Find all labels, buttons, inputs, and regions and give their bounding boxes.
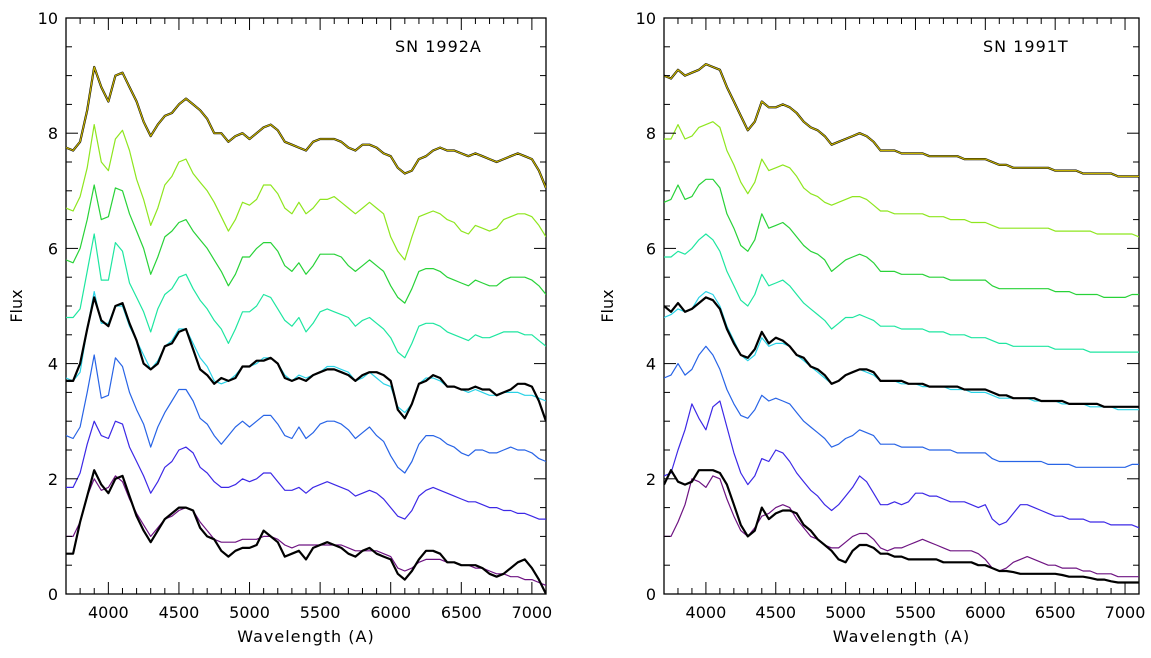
panel-sn1991t: 4000 4500 5000 5500 6000 6500 7000 0 2 4 6 8 10 SN 1… bbox=[598, 9, 1145, 646]
spectrum-line bbox=[66, 354, 546, 474]
tick-layer: 4000 4500 5000 5500 6000 6500 7000 0 2 4 6 8 10 bbox=[38, 9, 553, 622]
x-tick-label: 4500 bbox=[755, 603, 796, 622]
spectrum-line bbox=[664, 345, 1139, 468]
y-tick-label: 8 bbox=[646, 124, 656, 143]
x-tick-label: 7000 bbox=[512, 603, 553, 622]
spectrum-line bbox=[664, 400, 1139, 529]
y-tick-label: 2 bbox=[48, 470, 58, 489]
x-tick-label: 6000 bbox=[965, 603, 1006, 622]
x-tick-label: 7000 bbox=[1105, 603, 1146, 622]
x-tick-label: 6500 bbox=[441, 603, 482, 622]
y-tick-label: 8 bbox=[48, 124, 58, 143]
panel-sn1992a: 4000 4500 5000 5500 6000 6500 7000 0 2 4 6 8 10 SN 1… bbox=[7, 9, 552, 646]
spectrum-line bbox=[66, 233, 546, 359]
y-axis-label: Flux bbox=[598, 289, 617, 322]
spectrum-line bbox=[66, 65, 546, 189]
y-tick-label: 4 bbox=[48, 355, 58, 374]
spectrum-line bbox=[66, 420, 546, 520]
spectrum-line bbox=[664, 62, 1139, 178]
x-tick-label: 5000 bbox=[825, 603, 866, 622]
spectrum-line bbox=[66, 66, 546, 189]
panel-title: SN 1992A bbox=[395, 37, 482, 56]
y-tick-label: 0 bbox=[646, 585, 656, 604]
x-tick-label: 5000 bbox=[229, 603, 270, 622]
x-tick-label: 6000 bbox=[370, 603, 411, 622]
y-tick-label: 2 bbox=[646, 470, 656, 489]
spectrum-line bbox=[664, 296, 1139, 408]
panel-title: SN 1991T bbox=[983, 37, 1069, 56]
y-tick-label: 0 bbox=[48, 585, 58, 604]
spectrum-line bbox=[66, 291, 546, 414]
series-layer bbox=[66, 65, 546, 594]
y-tick-label: 10 bbox=[38, 9, 58, 28]
y-axis-label: Flux bbox=[7, 289, 26, 322]
spectrum-line bbox=[66, 475, 546, 586]
x-tick-label: 5500 bbox=[300, 603, 341, 622]
spectrum-line bbox=[664, 469, 1139, 584]
spectrum-line bbox=[66, 184, 546, 304]
y-tick-label: 6 bbox=[646, 239, 656, 258]
x-tick-label: 6500 bbox=[1035, 603, 1076, 622]
x-axis-label: Wavelength (A) bbox=[833, 627, 970, 646]
series-layer bbox=[664, 62, 1139, 584]
y-tick-label: 6 bbox=[48, 239, 58, 258]
spectrum-line bbox=[664, 233, 1139, 353]
spectrum-line bbox=[66, 296, 546, 422]
spectrum-line bbox=[664, 291, 1139, 411]
x-tick-label: 4500 bbox=[159, 603, 200, 622]
spectrum-line bbox=[664, 121, 1139, 238]
spectrum-line bbox=[66, 124, 546, 261]
x-tick-label: 4000 bbox=[88, 603, 129, 622]
spectrum-line bbox=[664, 178, 1139, 298]
y-tick-label: 10 bbox=[636, 9, 656, 28]
y-tick-label: 4 bbox=[646, 355, 656, 374]
spectrum-line bbox=[664, 475, 1139, 578]
x-tick-label: 4000 bbox=[686, 603, 727, 622]
spectrum-line bbox=[664, 63, 1139, 177]
x-axis-label: Wavelength (A) bbox=[237, 627, 374, 646]
tick-layer: 4000 4500 5000 5500 6000 6500 7000 0 2 4 6 8 10 bbox=[636, 9, 1146, 622]
spectrum-line bbox=[66, 469, 546, 594]
x-tick-label: 5500 bbox=[895, 603, 936, 622]
